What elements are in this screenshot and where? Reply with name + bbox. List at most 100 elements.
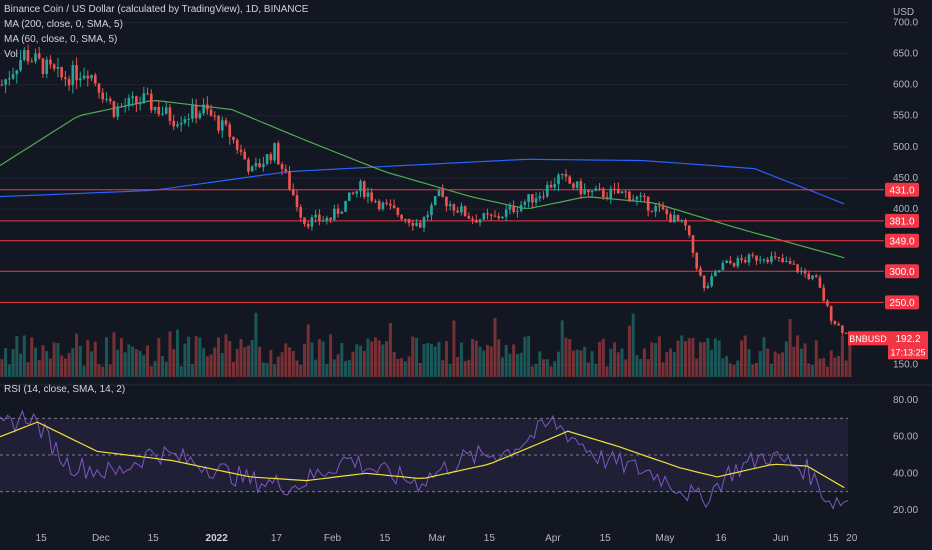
volume-bar: [725, 356, 729, 377]
candle-body: [710, 276, 713, 286]
volume-bar: [254, 312, 258, 377]
candle-body: [508, 205, 512, 210]
volume-bar: [676, 340, 680, 377]
volume-bar: [123, 352, 127, 377]
volume-bar: [325, 364, 329, 377]
candle-body: [303, 217, 306, 225]
candle-body: [676, 215, 680, 222]
candle-body: [456, 210, 459, 213]
volume-bar: [108, 364, 112, 377]
volume-bar: [373, 337, 377, 377]
candle-body: [123, 106, 127, 108]
rsi-tick-label: 20.00: [893, 505, 918, 516]
candle-body: [370, 192, 374, 201]
volume-bar: [530, 366, 534, 377]
candle-body: [359, 181, 362, 192]
volume-bar: [116, 349, 120, 377]
volume-bar: [471, 339, 475, 377]
candle-body: [71, 65, 75, 86]
volume-bar: [392, 351, 396, 377]
candle-body: [146, 93, 149, 95]
candle-body: [445, 196, 448, 207]
volume-bar: [400, 358, 404, 377]
volume-bar: [19, 353, 23, 377]
volume-bar: [710, 349, 714, 377]
time-tick-label: 15: [379, 533, 391, 544]
candle-body: [321, 220, 325, 222]
candle-body: [93, 74, 97, 84]
candle-body: [243, 151, 246, 160]
candle-body: [826, 300, 829, 306]
volume-bar: [291, 351, 295, 377]
candle-body: [254, 163, 258, 167]
candle-body: [433, 196, 437, 206]
chart-title: Binance Coin / US Dollar (calculated by …: [4, 4, 309, 15]
candle-body: [314, 214, 317, 218]
candle-body: [687, 225, 691, 236]
candle-body: [224, 120, 228, 125]
volume-bar: [717, 340, 721, 377]
candle-body: [426, 215, 430, 218]
candle-body: [471, 218, 474, 221]
candle-body: [284, 169, 288, 172]
candle-body: [310, 217, 314, 227]
level-badge: [885, 182, 919, 197]
volume-bar: [321, 341, 325, 377]
candle-body: [381, 202, 385, 210]
candle-body: [19, 59, 22, 71]
candle-body: [288, 171, 291, 190]
candle-body: [467, 216, 471, 219]
candle-body: [583, 189, 586, 195]
candle-body: [183, 119, 187, 123]
candle-body: [602, 188, 605, 198]
volume-bar: [515, 354, 519, 377]
candle-body: [534, 198, 538, 203]
volume-bar: [15, 335, 19, 377]
volume-bar: [811, 364, 815, 377]
volume-bar: [762, 337, 766, 377]
candle-body: [389, 203, 392, 206]
volume-bar: [754, 362, 758, 377]
volume-bar: [280, 352, 284, 377]
volume-bar: [37, 359, 41, 377]
candle-body: [41, 58, 45, 75]
volume-bar: [654, 343, 658, 377]
volume-bar: [265, 363, 269, 377]
candle-body: [206, 104, 209, 110]
volume-bar: [437, 341, 441, 377]
candle-body: [781, 258, 784, 262]
volume-bar: [415, 337, 419, 377]
time-tick-label: Jun: [773, 533, 789, 544]
candle-body: [557, 174, 560, 185]
volume-bar: [781, 352, 785, 377]
candle-body: [460, 206, 463, 213]
candle-body: [277, 143, 280, 165]
candle-body: [486, 213, 489, 215]
volume-bar: [639, 358, 643, 377]
candle-body: [239, 149, 243, 152]
volume-bar: [411, 336, 415, 377]
candle-body: [770, 256, 773, 263]
volume-bar: [93, 341, 97, 377]
ma200-line: [0, 158, 845, 205]
volume-bar: [429, 343, 433, 377]
volume-bar: [665, 352, 669, 377]
candle-body: [785, 261, 788, 263]
candle-body: [377, 201, 381, 210]
volume-bar: [448, 363, 452, 377]
volume-bar: [605, 366, 609, 377]
candle-body: [587, 189, 590, 193]
volume-bar: [362, 350, 366, 377]
candles: [0, 44, 852, 342]
volume-bar: [209, 354, 213, 377]
volume-bar: [822, 358, 826, 377]
candle-body: [333, 208, 336, 220]
volume-bar: [579, 350, 583, 377]
candle-body: [497, 216, 501, 219]
candle-body: [306, 224, 310, 227]
volume-bar: [818, 358, 822, 377]
price-tick-label: 150.0: [893, 360, 918, 371]
candle-body: [680, 219, 684, 222]
candle-body: [519, 204, 523, 211]
